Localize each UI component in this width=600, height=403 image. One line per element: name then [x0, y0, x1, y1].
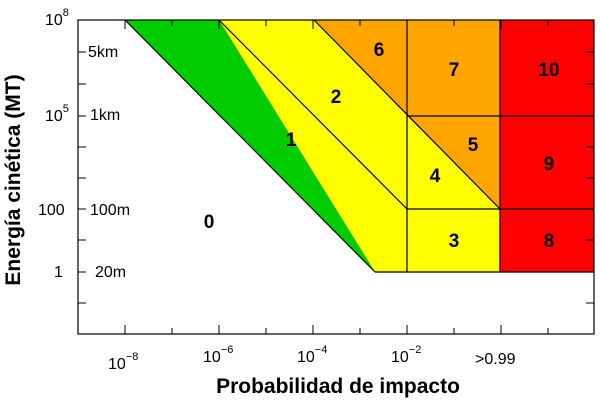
y-axis-title: Energía cinética (MT) — [2, 74, 25, 285]
zone-label-5: 5 — [468, 135, 479, 156]
y-tick-labels: 108 105 100 1 — [38, 7, 69, 281]
zone-3-fill — [407, 209, 500, 272]
boundary-0-1 — [124, 19, 376, 273]
zone-label-0: 0 — [204, 212, 215, 233]
x-tick-label-1e-6: 10−6 — [203, 344, 233, 366]
x-tick-label-1e-2: 10−2 — [391, 344, 421, 366]
y-tick-label-100: 100 — [38, 202, 65, 219]
y-tick-label-1e5: 105 — [45, 103, 69, 125]
zone-label-2: 2 — [331, 87, 342, 108]
zone-5-fill — [407, 20, 500, 209]
size-labels: 5km 1km 100m 20m — [88, 44, 130, 281]
x-tick-labels: 10−8 10−6 10−4 10−2 >0.99 — [108, 344, 516, 373]
zone-label-6: 6 — [374, 40, 385, 61]
y-tick-label-1: 1 — [54, 264, 63, 281]
zone-label-8: 8 — [544, 231, 555, 252]
zone-label-4: 4 — [430, 166, 441, 187]
boundary-1-2 — [218, 19, 408, 210]
size-label-5km: 5km — [88, 44, 118, 61]
zone-label-10: 10 — [538, 60, 559, 81]
zone-labels: 0 1 2 3 4 5 6 7 8 9 10 — [204, 40, 560, 252]
zone-label-9: 9 — [544, 154, 555, 175]
x-tick-label-1e-4: 10−4 — [297, 344, 327, 366]
size-label-100m: 100m — [90, 202, 130, 219]
x-axis-title: Probabilidad de impacto — [216, 375, 460, 398]
zones — [125, 20, 594, 272]
zone-boundaries — [124, 19, 594, 273]
x-tick-label-1e-8: 10−8 — [108, 351, 138, 373]
ticks — [77, 19, 594, 334]
zone-label-1: 1 — [286, 130, 297, 151]
x-tick-label-099: >0.99 — [475, 351, 516, 368]
zone-label-3: 3 — [449, 231, 460, 252]
plot-frame — [77, 19, 595, 335]
y-tick-label-1e8: 108 — [45, 7, 69, 29]
size-label-1km: 1km — [90, 107, 120, 124]
size-label-20m: 20m — [95, 264, 126, 281]
zone-label-7: 7 — [449, 60, 460, 81]
zone-red-fill — [500, 20, 594, 272]
